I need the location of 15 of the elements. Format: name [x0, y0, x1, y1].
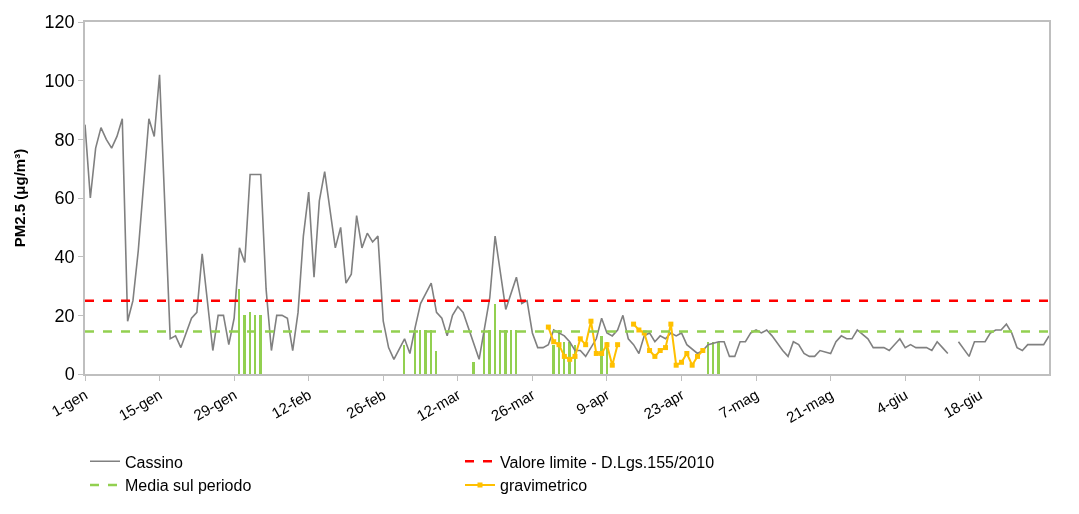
y-tick-label: 80 [54, 129, 75, 150]
y-tick-label: 100 [44, 70, 75, 91]
x-tick-label: 1-gen [48, 385, 91, 420]
y-tick-label: 0 [64, 364, 75, 385]
legend-label: gravimetrico [500, 477, 588, 495]
y-tick-label: 40 [54, 246, 75, 267]
y-tick-label: 20 [54, 305, 75, 326]
legend-label: Cassino [125, 453, 183, 471]
legend-label: Valore limite - D.Lgs.155/2010 [500, 453, 715, 471]
y-tick-label: 120 [44, 12, 75, 33]
legend-label: Media sul periodo [125, 477, 252, 495]
x-tick-label: 9-apr [573, 385, 613, 418]
y-axis-title: PM2.5 (μg/m³) [11, 148, 29, 248]
y-tick-label: 60 [54, 188, 75, 209]
x-tick-label: 4-giu [873, 385, 911, 418]
